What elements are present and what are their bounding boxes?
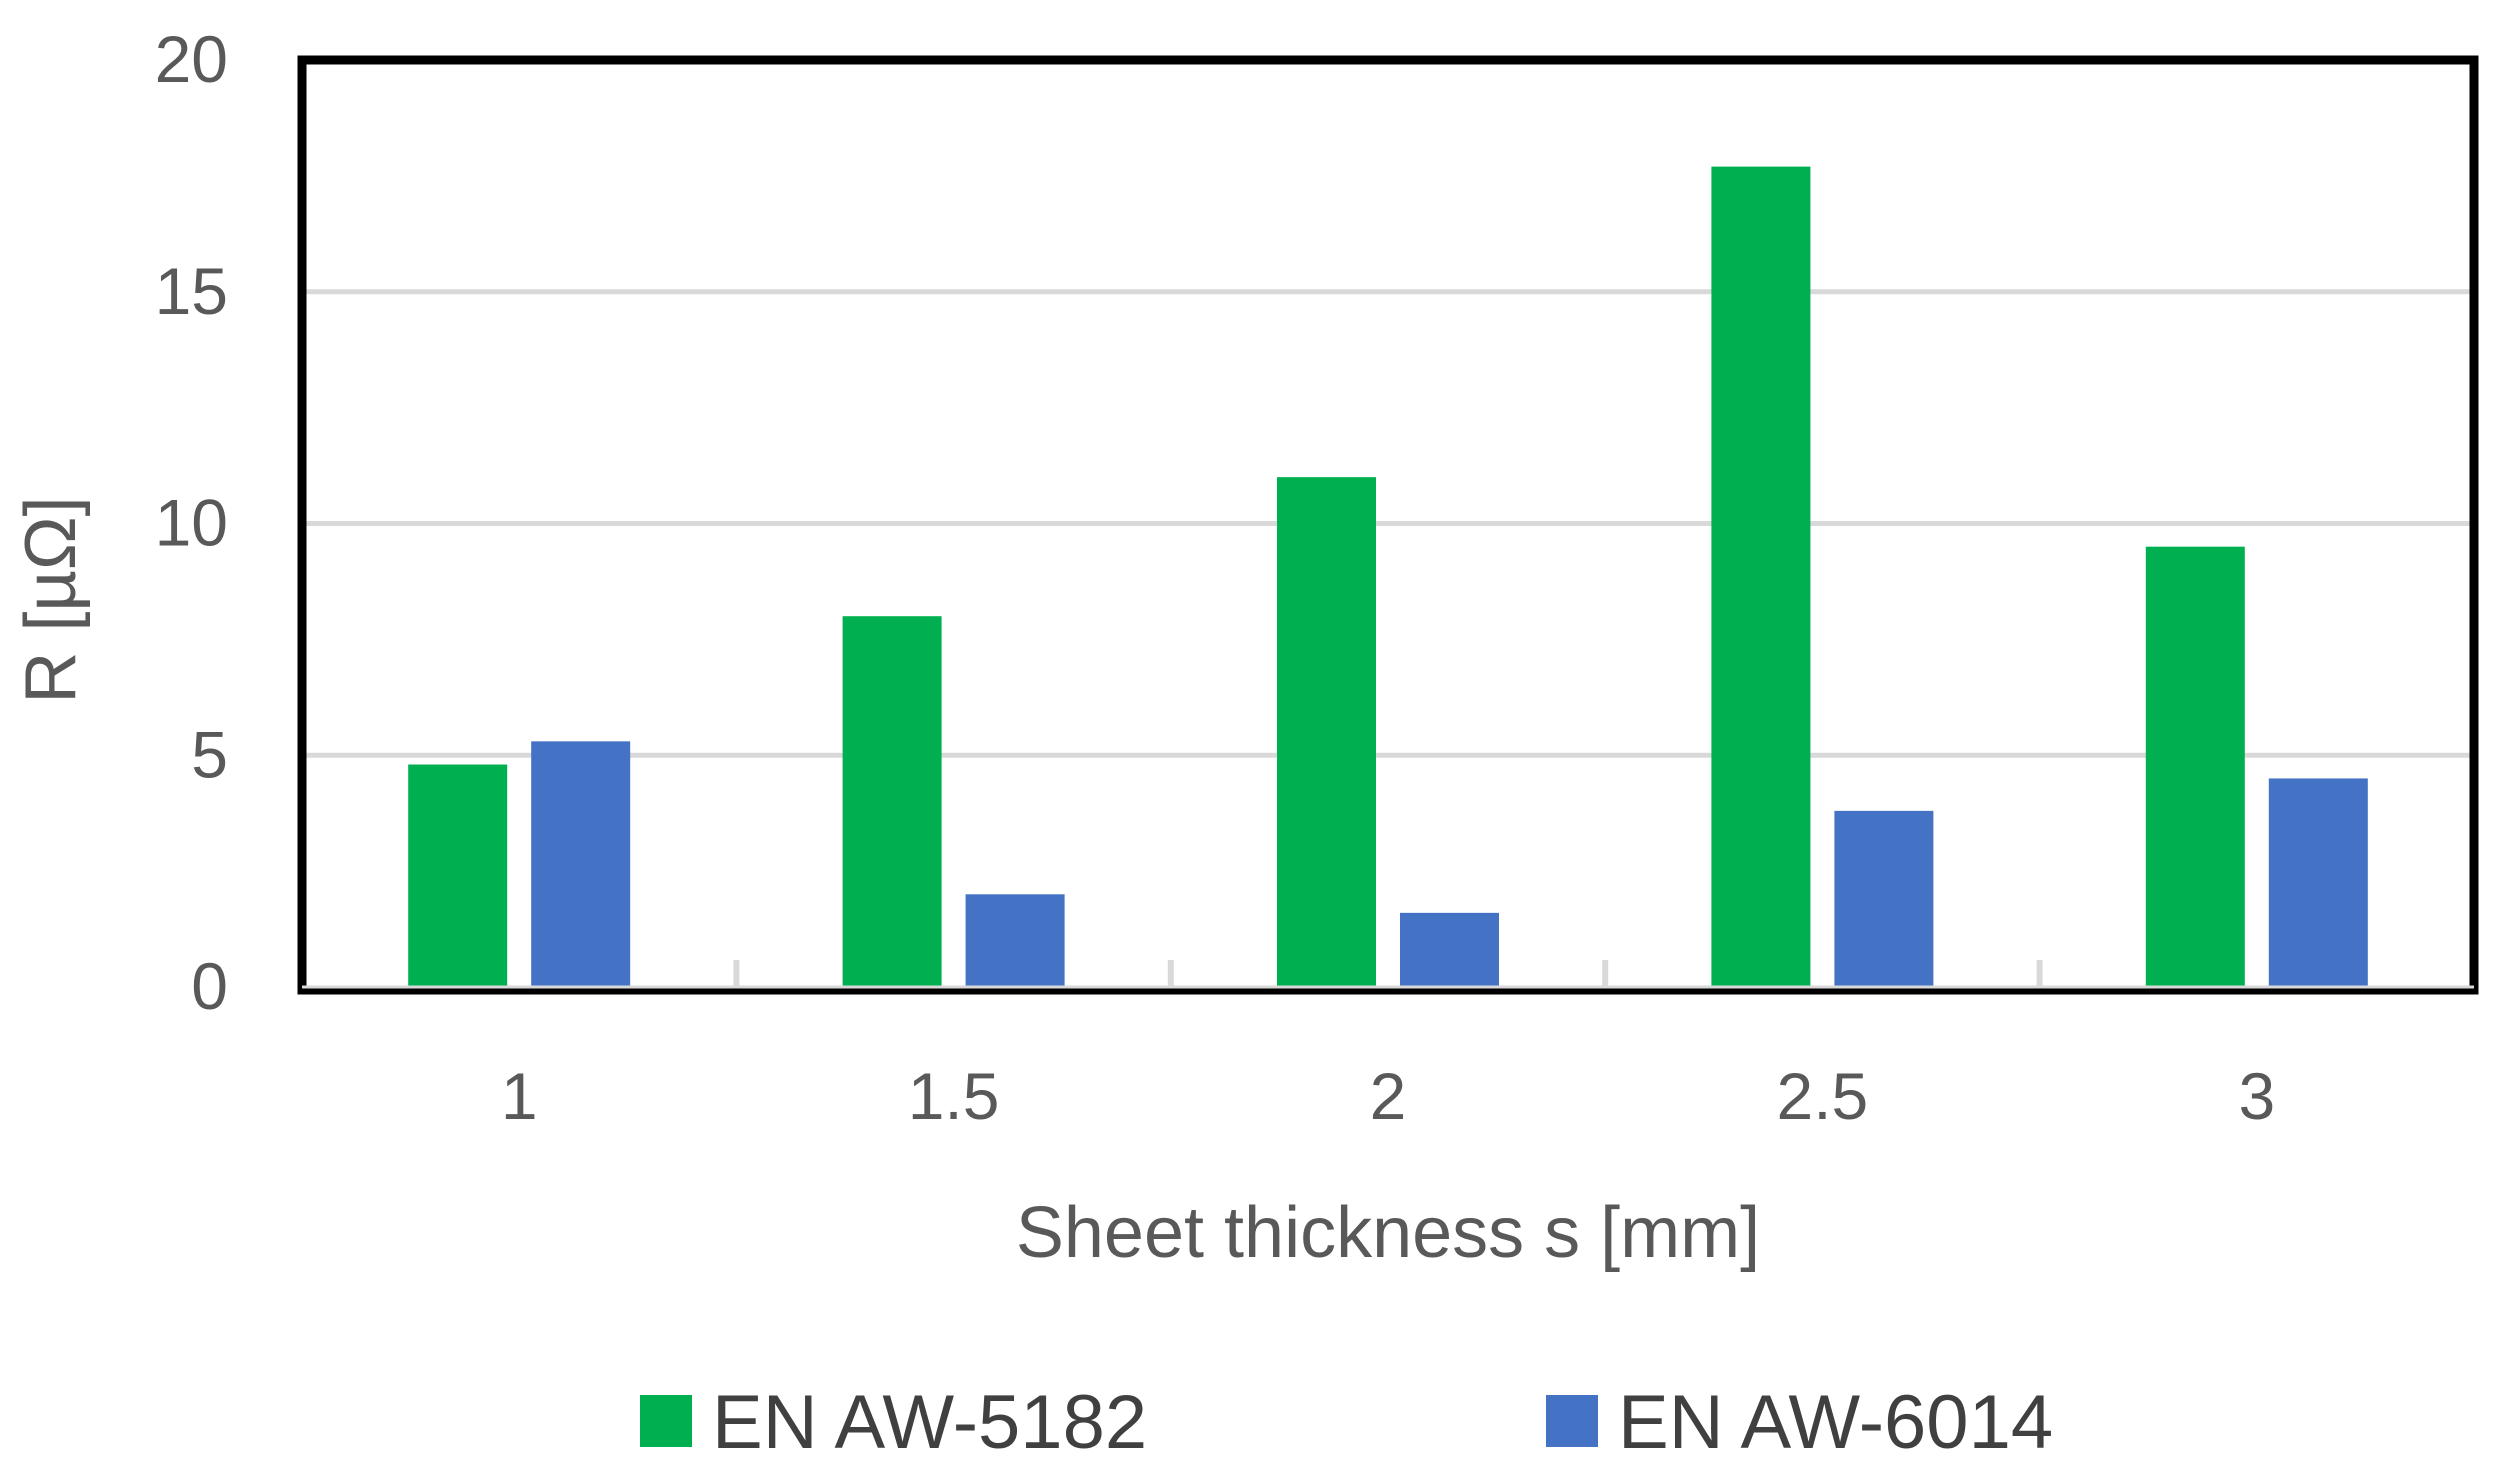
legend-swatch-en-aw-6014 (1546, 1395, 1598, 1447)
legend-label-en-aw-5182: EN AW-5182 (712, 1380, 1147, 1465)
y-tick-label: 10 (155, 486, 228, 560)
bar-en-aw-6014-1 (531, 741, 631, 987)
x-tick-marks (733, 960, 2043, 987)
y-tick-label: 15 (155, 254, 228, 328)
bar-en-aw-5182-1-5 (842, 616, 942, 987)
plot-area-frame (297, 55, 2479, 995)
y-tick-label: 0 (191, 949, 228, 1023)
x-tick-label: 3 (2238, 1059, 2275, 1133)
bar-en-aw-5182-2 (1277, 477, 1376, 987)
legend-swatch-en-aw-5182 (640, 1395, 692, 1447)
x-tick-label: 1.5 (908, 1059, 1000, 1133)
x-tick-label: 2.5 (1777, 1059, 1869, 1133)
x-tick-label: 1 (501, 1059, 538, 1133)
bars (408, 166, 2368, 988)
bar-en-aw-6014-1-5 (965, 894, 1065, 987)
legend-label-en-aw-6014: EN AW-6014 (1618, 1380, 2053, 1465)
y-tick-label: 20 (155, 22, 228, 96)
gridlines (302, 289, 2474, 758)
bar-en-aw-5182-3 (2145, 546, 2245, 987)
bar-en-aw-6014-2-5 (1834, 810, 1934, 987)
y-axis-title: R [µΩ] (11, 496, 91, 703)
bar-en-aw-6014-3 (2268, 778, 2368, 987)
bar-en-aw-5182-1 (408, 764, 508, 987)
x-tick-label: 2 (1370, 1059, 1407, 1133)
bar-en-aw-5182-2-5 (1711, 166, 1811, 988)
bar-en-aw-6014-2 (1400, 912, 1499, 987)
y-tick-labels: 0 5 10 15 20 (155, 22, 228, 1023)
x-axis-title: Sheet thickness s [mm] (1016, 1193, 1760, 1273)
x-tick-labels: 1 1.5 2 2.5 3 (501, 1059, 2275, 1133)
legend: EN AW-5182 EN AW-6014 (640, 1380, 2053, 1465)
y-tick-label: 5 (191, 717, 228, 791)
